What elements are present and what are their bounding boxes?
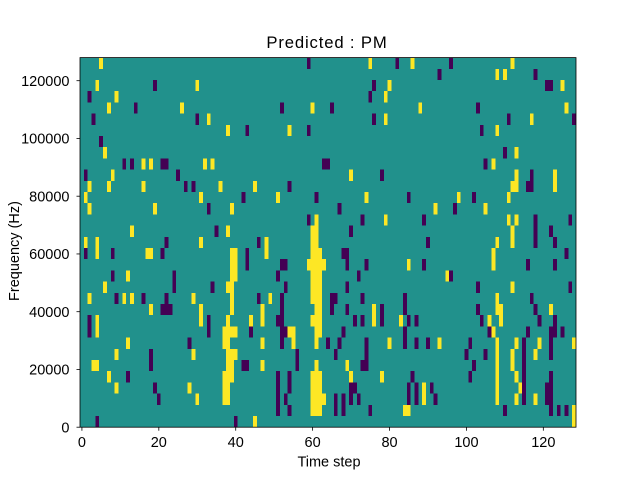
- svg-text:40: 40: [228, 435, 244, 451]
- svg-text:80000: 80000: [29, 189, 69, 205]
- svg-text:100000: 100000: [21, 132, 69, 148]
- svg-text:20000: 20000: [29, 363, 69, 379]
- svg-text:80: 80: [381, 435, 397, 451]
- svg-text:120000: 120000: [21, 74, 69, 90]
- svg-text:Predicted : PM: Predicted : PM: [266, 33, 387, 52]
- svg-text:120: 120: [531, 435, 555, 451]
- svg-text:0: 0: [78, 435, 86, 451]
- svg-text:20: 20: [151, 435, 167, 451]
- svg-text:60000: 60000: [29, 247, 69, 263]
- svg-text:40000: 40000: [29, 305, 69, 321]
- svg-text:100: 100: [454, 435, 478, 451]
- svg-text:Frequency (Hz): Frequency (Hz): [7, 201, 23, 301]
- svg-text:Time step: Time step: [297, 455, 360, 471]
- svg-text:0: 0: [61, 420, 69, 436]
- svg-text:60: 60: [305, 435, 321, 451]
